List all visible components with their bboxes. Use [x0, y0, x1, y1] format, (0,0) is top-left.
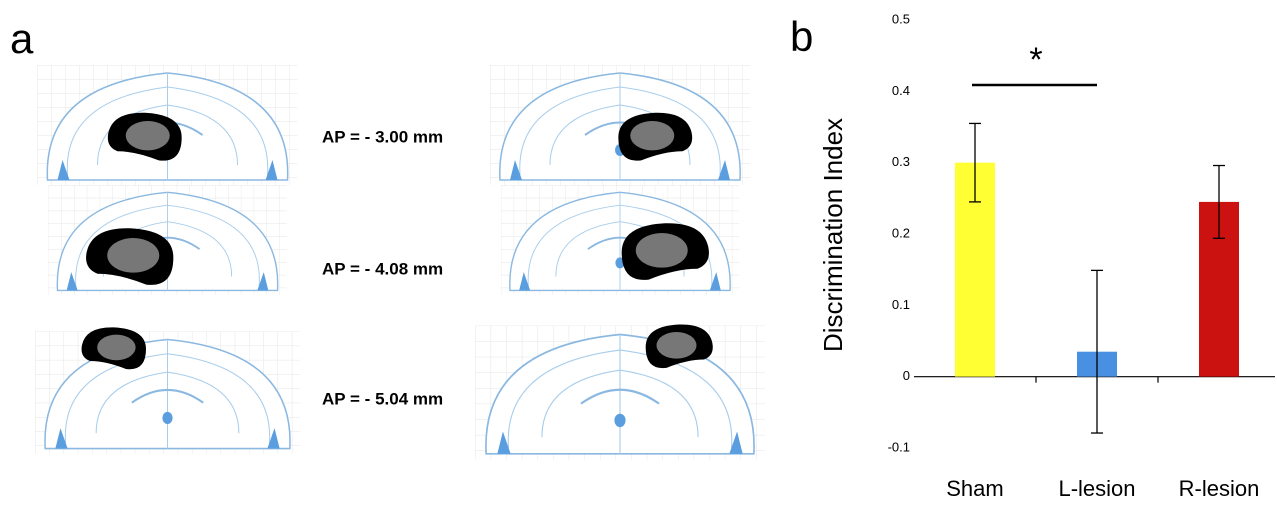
y-tick-label: 0.4	[892, 83, 910, 98]
y-tick-label: 0.2	[892, 225, 910, 240]
panel-label: b	[790, 13, 813, 60]
section-label: AP = - 5.04 mm	[322, 389, 443, 408]
y-tick-label: 0	[903, 368, 910, 383]
x-tick-label: L-lesion	[1058, 476, 1135, 501]
y-tick-label: 0.3	[892, 154, 910, 169]
y-tick-label: -0.1	[888, 439, 910, 454]
significance-marker: *	[1029, 41, 1042, 79]
x-tick-label: R-lesion	[1179, 476, 1260, 501]
x-tick-label: Sham	[946, 476, 1003, 501]
y-axis-label: Discrimination Index	[818, 118, 848, 352]
panel-label: a	[10, 15, 34, 62]
y-tick-label: 0.5	[892, 11, 910, 26]
section-label: AP = - 4.08 mm	[322, 259, 443, 278]
section-label: AP = - 3.00 mm	[322, 127, 443, 146]
y-tick-label: 0.1	[892, 297, 910, 312]
